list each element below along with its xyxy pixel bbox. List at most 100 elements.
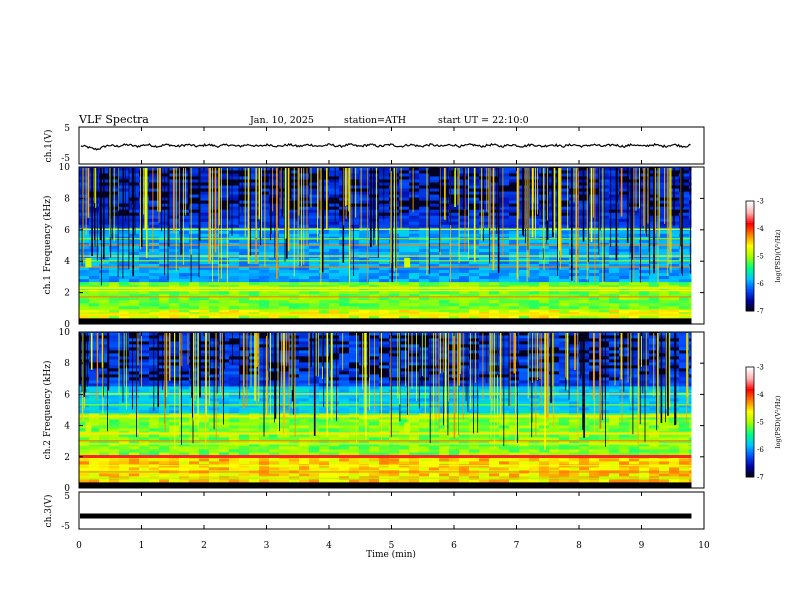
spectrogram-cell bbox=[179, 200, 190, 204]
spectrogram-cell bbox=[119, 287, 130, 292]
spectrogram-cell bbox=[609, 278, 620, 283]
spectrogram-cell bbox=[279, 215, 290, 219]
spectrogram-cell bbox=[229, 419, 240, 423]
spectrogram-cell bbox=[369, 443, 380, 447]
spectrogram-cell bbox=[129, 275, 140, 280]
spectrogram-cell bbox=[199, 299, 210, 304]
spectrogram-cell bbox=[439, 446, 450, 450]
spectrogram-cell bbox=[409, 467, 420, 471]
spectrogram-cell bbox=[679, 197, 690, 201]
spectrogram-cell bbox=[299, 206, 310, 210]
spectrogram-sferic bbox=[680, 168, 682, 262]
spectrogram-cell bbox=[549, 440, 560, 444]
spectrogram-cell bbox=[439, 437, 450, 441]
spectrogram-cell bbox=[559, 314, 570, 319]
spectrogram-cell bbox=[419, 305, 430, 310]
spectrogram-cell bbox=[79, 236, 90, 240]
spectrogram-cell bbox=[509, 302, 520, 307]
spectrogram-cell bbox=[249, 191, 260, 195]
spectrogram-cell bbox=[389, 284, 400, 289]
spectrogram-cell bbox=[179, 236, 190, 240]
spectrogram-cell bbox=[529, 245, 540, 249]
spectrogram-sferic bbox=[648, 168, 650, 215]
spectrogram-cell bbox=[159, 443, 170, 447]
spectrogram-cell bbox=[329, 233, 340, 237]
spectrogram-cell bbox=[389, 443, 400, 447]
spectrogram-sferic bbox=[640, 168, 641, 283]
spectrogram-cell bbox=[229, 302, 240, 307]
spectrogram-cell bbox=[479, 278, 490, 283]
spectrogram-cell bbox=[259, 446, 270, 450]
spectrogram-cell bbox=[269, 425, 280, 429]
spectrogram-cell bbox=[99, 422, 110, 426]
spectrogram-cell bbox=[419, 218, 430, 222]
spectrogram-cell bbox=[519, 203, 530, 207]
spectrogram-cell bbox=[589, 236, 600, 240]
spectrogram-cell bbox=[669, 263, 680, 268]
spectrogram-cell bbox=[229, 281, 240, 286]
spectrogram-cell bbox=[209, 446, 220, 450]
spectrogram-cell bbox=[139, 419, 150, 423]
spectrogram-cell bbox=[549, 242, 560, 246]
spectrogram-cell bbox=[419, 209, 430, 213]
spectrogram-cell bbox=[419, 188, 430, 192]
spectrogram-cell bbox=[339, 173, 350, 177]
spectrogram-cell bbox=[639, 305, 650, 310]
spectrogram-cell bbox=[229, 245, 240, 249]
spectrogram-cell bbox=[509, 419, 520, 423]
spectrogram-cell bbox=[109, 461, 120, 465]
spectrogram-cell bbox=[319, 314, 330, 319]
spectrogram-sferic bbox=[554, 168, 555, 239]
spectrogram-sferic bbox=[175, 168, 177, 272]
spectrogram-cell bbox=[119, 452, 130, 456]
spectrogram-cell bbox=[289, 434, 300, 438]
spectrogram-cell bbox=[319, 479, 330, 483]
spectrogram-cell bbox=[219, 278, 230, 283]
spectrogram-cell bbox=[339, 167, 350, 171]
spectrogram-cell bbox=[499, 275, 510, 280]
spectrogram-cell bbox=[279, 473, 290, 477]
spectrogram-cell bbox=[229, 209, 240, 213]
spectrogram-cell bbox=[279, 179, 290, 183]
spectrogram-sferic bbox=[450, 168, 451, 226]
spectrogram-cell bbox=[609, 176, 620, 180]
spectrogram-cell bbox=[299, 290, 310, 295]
spectrogram-cell bbox=[139, 473, 150, 477]
spectrogram-cell bbox=[669, 287, 680, 292]
spectrogram-cell bbox=[619, 203, 630, 207]
spectrogram-cell bbox=[239, 278, 250, 283]
spectrogram-cell bbox=[659, 224, 670, 228]
spectrogram-cell bbox=[279, 173, 290, 177]
spectrogram-cell bbox=[129, 281, 140, 286]
spectrogram-cell bbox=[459, 416, 470, 420]
spectrogram-cell bbox=[379, 206, 390, 210]
spectrogram-cell bbox=[99, 281, 110, 286]
spectrogram-cell bbox=[539, 449, 550, 453]
spectrogram-cell bbox=[349, 419, 360, 423]
spectrogram-cell bbox=[619, 248, 630, 252]
spectrogram-cell bbox=[459, 458, 470, 462]
spectrogram-cell bbox=[109, 473, 120, 477]
spectrogram-cell bbox=[639, 203, 650, 207]
spectrogram-cell bbox=[499, 305, 510, 310]
spectrogram-cell bbox=[189, 206, 200, 210]
spectrogram-cell bbox=[159, 449, 170, 453]
spectrogram-cell bbox=[349, 188, 360, 192]
spectrogram-cell bbox=[539, 287, 550, 292]
spectrogram-cell bbox=[179, 275, 190, 280]
ch1-spec-ylabel: ch.1 Frequency (kHz) bbox=[42, 196, 53, 295]
spectrogram-cell bbox=[99, 467, 110, 471]
spectrogram-cell bbox=[609, 185, 620, 189]
spectrogram-cell bbox=[329, 236, 340, 240]
spectrogram-cell bbox=[259, 221, 270, 225]
spectrogram-cell bbox=[649, 461, 660, 465]
spectrogram-cell bbox=[179, 416, 190, 420]
spectrogram-cell bbox=[459, 314, 470, 319]
spectrogram-cell bbox=[619, 449, 630, 453]
spectrogram-cell bbox=[529, 314, 540, 319]
spectrogram-cell bbox=[389, 314, 400, 319]
spectrogram-cell bbox=[669, 278, 680, 283]
spectrogram-cell bbox=[279, 200, 290, 204]
spectrogram-cell bbox=[569, 206, 580, 210]
spectrogram-cell bbox=[479, 233, 490, 237]
